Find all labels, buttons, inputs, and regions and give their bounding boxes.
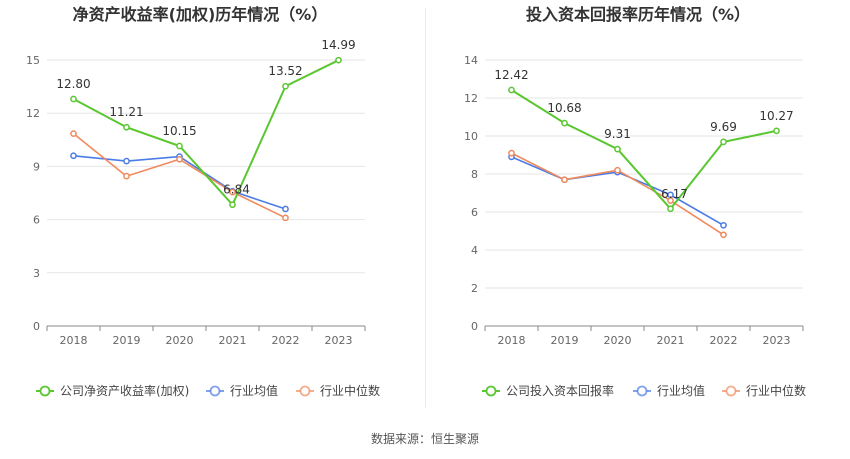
data-label: 9.69 — [710, 120, 737, 134]
data-source-note: 数据来源：恒生聚源 — [370, 432, 479, 446]
x-tick-label: 2021 — [657, 334, 685, 347]
x-tick-label: 2022 — [272, 334, 300, 347]
data-point — [335, 56, 342, 64]
data-label: 9.31 — [604, 127, 631, 141]
series-line-industry-median — [511, 152, 724, 236]
x-tick-label: 2021 — [219, 334, 247, 347]
y-tick-label: 10 — [464, 130, 478, 143]
legend-label: 行业中位数 — [746, 383, 806, 398]
data-label: 10.27 — [759, 109, 793, 123]
y-tick-label: 4 — [471, 244, 478, 257]
data-point — [176, 142, 183, 150]
data-point — [176, 155, 183, 163]
y-tick-label: 12 — [464, 92, 478, 105]
data-point — [123, 172, 130, 180]
legend-swatch-marker — [209, 385, 221, 397]
chart-panel-1: 净资产收益率(加权)历年情况（%） 0 3 6 9 12 15 2018 2019 2020 202… — [26, 5, 380, 398]
data-point — [667, 197, 674, 204]
data-label: 10.68 — [547, 101, 581, 115]
legend-swatch-marker — [636, 385, 648, 397]
legend-swatch-marker — [39, 385, 51, 397]
data-point — [229, 188, 236, 196]
y-tick-label: 6 — [33, 214, 40, 227]
data-point — [282, 82, 289, 90]
y-tick-label: 15 — [26, 54, 40, 67]
y-tick-label: 3 — [33, 267, 40, 280]
legend-swatch-marker — [485, 385, 497, 397]
series-line-industry-mean — [73, 155, 286, 210]
data-label: 11.21 — [109, 105, 143, 119]
y-tick-label: 0 — [33, 320, 40, 333]
y-tick-label: 12 — [26, 107, 40, 120]
data-label: 6.84 — [223, 183, 250, 197]
y-tick-label: 14 — [464, 54, 478, 67]
data-point — [614, 145, 621, 153]
y-tick-label: 9 — [33, 160, 40, 173]
legend-label: 公司投入资本回报率 — [506, 383, 614, 398]
chart-panel-2: 投入资本回报率历年情况（%） 0 2 4 6 8 10 12 14 2018 2019 2020 202… — [464, 5, 806, 398]
x-tick-label: 2020 — [604, 334, 632, 347]
data-label: 14.99 — [321, 38, 355, 52]
x-tick-label: 2019 — [113, 334, 141, 347]
y-tick-label: 6 — [471, 206, 478, 219]
data-label: 6.17 — [661, 187, 688, 201]
y-tick-label: 0 — [471, 320, 478, 333]
x-tick-label: 2018 — [60, 334, 88, 347]
data-point — [508, 149, 515, 157]
data-point — [229, 201, 236, 209]
data-point — [282, 214, 289, 222]
y-tick-label: 2 — [471, 282, 478, 295]
data-label: 12.80 — [56, 77, 90, 91]
panel-divider — [425, 8, 426, 408]
data-point — [667, 205, 674, 213]
legend-swatch-marker — [299, 385, 311, 397]
data-point — [70, 95, 77, 103]
legend-swatch-marker — [725, 385, 737, 397]
y-tick-label: 8 — [471, 168, 478, 181]
x-tick-label: 2022 — [710, 334, 738, 347]
series-line-company — [510, 89, 777, 211]
legend-label: 行业均值 — [657, 383, 705, 398]
data-point — [282, 205, 289, 213]
data-label: 13.52 — [268, 64, 302, 78]
data-point — [561, 119, 568, 127]
chart-title: 净资产收益率(加权)历年情况（%） — [73, 5, 328, 24]
data-point — [720, 221, 727, 229]
x-tick-label: 2023 — [325, 334, 353, 347]
data-point — [614, 166, 621, 174]
data-label: 12.42 — [494, 68, 528, 82]
series-line-company — [73, 59, 339, 207]
data-point — [720, 138, 727, 146]
legend-label: 公司净资产收益率(加权) — [60, 383, 189, 398]
data-label: 10.15 — [162, 124, 196, 138]
data-point — [70, 152, 77, 160]
data-point — [720, 231, 727, 239]
legend-label: 行业均值 — [230, 383, 278, 398]
x-tick-label: 2020 — [166, 334, 194, 347]
legend-label: 行业中位数 — [320, 383, 380, 398]
data-point — [561, 176, 568, 184]
x-tick-label: 2018 — [498, 334, 526, 347]
x-tick-label: 2023 — [763, 334, 791, 347]
data-point — [123, 157, 130, 165]
chart-title: 投入资本回报率历年情况（%） — [526, 5, 750, 24]
x-tick-label: 2019 — [551, 334, 579, 347]
data-point — [773, 127, 780, 135]
data-point — [70, 130, 77, 137]
data-point — [123, 123, 130, 131]
data-point — [508, 86, 515, 94]
